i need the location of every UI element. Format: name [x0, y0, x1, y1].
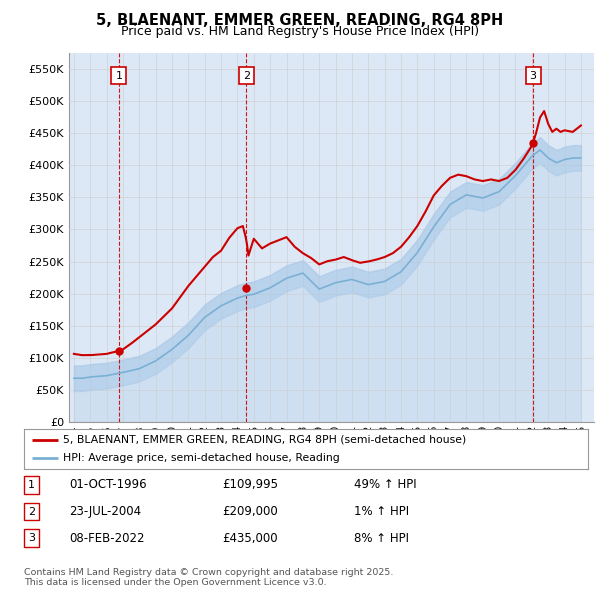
Text: 1: 1: [28, 480, 35, 490]
Text: 1% ↑ HPI: 1% ↑ HPI: [354, 505, 409, 518]
Text: 3: 3: [530, 71, 536, 81]
Text: 08-FEB-2022: 08-FEB-2022: [69, 532, 145, 545]
Text: 49% ↑ HPI: 49% ↑ HPI: [354, 478, 416, 491]
Text: Contains HM Land Registry data © Crown copyright and database right 2025.
This d: Contains HM Land Registry data © Crown c…: [24, 568, 394, 587]
Text: 23-JUL-2004: 23-JUL-2004: [69, 505, 141, 518]
Text: £435,000: £435,000: [222, 532, 278, 545]
Text: 3: 3: [28, 533, 35, 543]
Text: £209,000: £209,000: [222, 505, 278, 518]
Text: 5, BLAENANT, EMMER GREEN, READING, RG4 8PH: 5, BLAENANT, EMMER GREEN, READING, RG4 8…: [97, 13, 503, 28]
Text: 8% ↑ HPI: 8% ↑ HPI: [354, 532, 409, 545]
Text: 2: 2: [28, 507, 35, 516]
Text: 1: 1: [115, 71, 122, 81]
Text: £109,995: £109,995: [222, 478, 278, 491]
Text: 5, BLAENANT, EMMER GREEN, READING, RG4 8PH (semi-detached house): 5, BLAENANT, EMMER GREEN, READING, RG4 8…: [64, 435, 467, 445]
Text: 2: 2: [243, 71, 250, 81]
Text: 01-OCT-1996: 01-OCT-1996: [69, 478, 146, 491]
Text: Price paid vs. HM Land Registry's House Price Index (HPI): Price paid vs. HM Land Registry's House …: [121, 25, 479, 38]
Text: HPI: Average price, semi-detached house, Reading: HPI: Average price, semi-detached house,…: [64, 453, 340, 463]
